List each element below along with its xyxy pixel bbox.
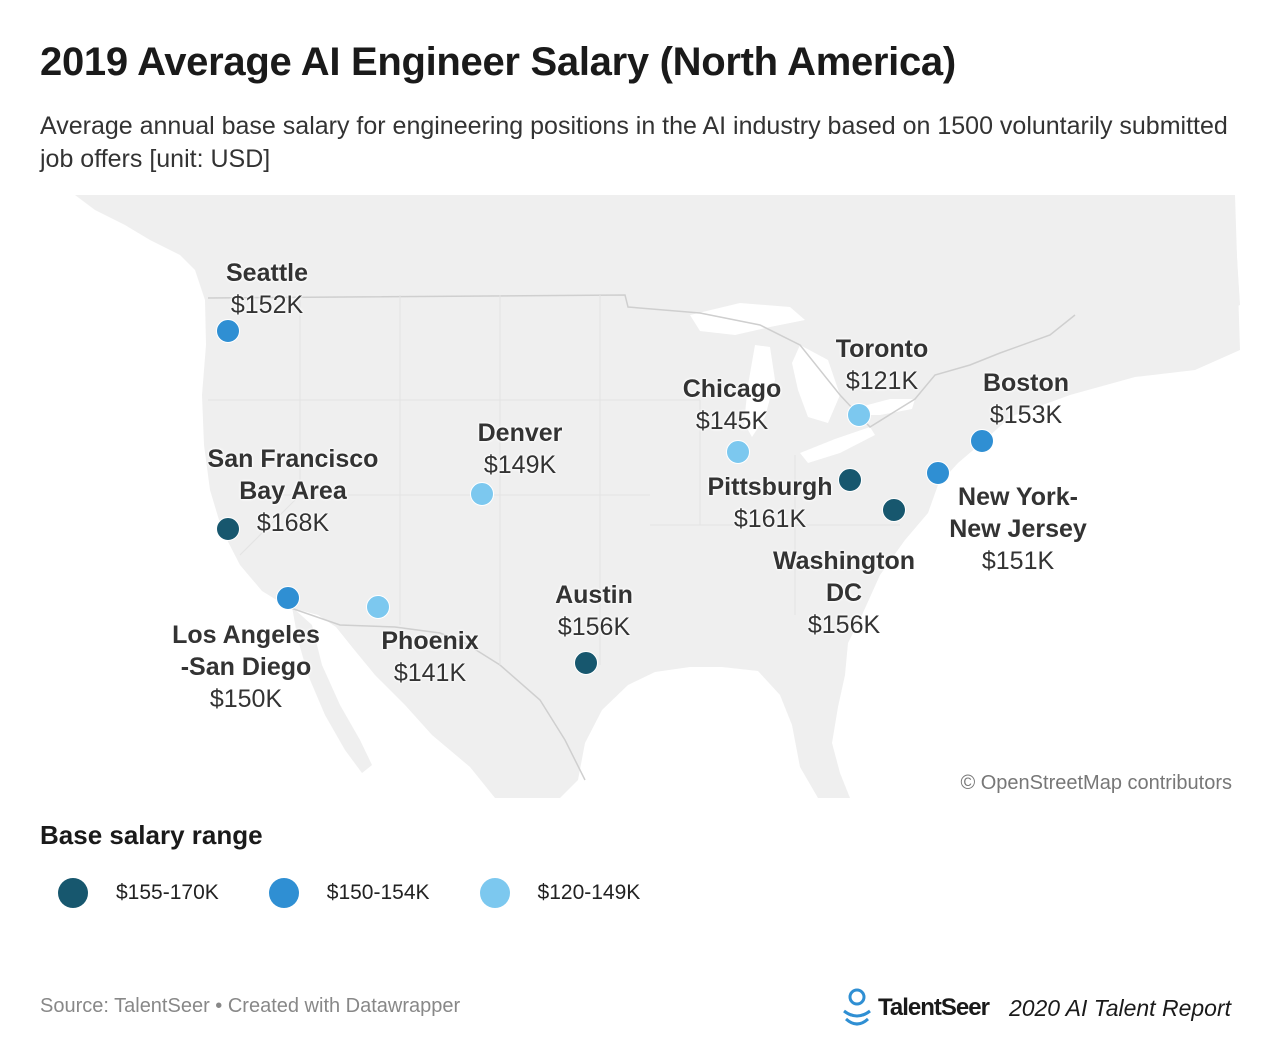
map-attribution: © OpenStreetMap contributors	[960, 772, 1232, 794]
report-name: 2020 AI Talent Report	[1008, 994, 1231, 1021]
legend-item-low: $120-149K	[479, 878, 641, 908]
city-name: New York- New Jersey	[949, 483, 1087, 543]
city-salary: $151K	[981, 547, 1055, 575]
city-salary: $161K	[733, 505, 807, 533]
map-panel[interactable]: Seattle $152K San Francisco Bay Area $168K L…	[0, 195, 1280, 800]
city-salary: $153K	[989, 401, 1063, 429]
city-label-pittsburgh: Pittsburgh $161K	[708, 471, 833, 535]
basemap	[75, 195, 1240, 798]
city-name: Chicago	[682, 375, 782, 403]
lake-huron	[792, 345, 840, 423]
city-salary: $121K	[845, 367, 919, 395]
city-name: Pittsburgh	[707, 473, 833, 501]
chart-title: 2019 Average AI Engineer Salary (North A…	[40, 40, 956, 84]
city-marker-new-york-new-jersey[interactable]	[926, 461, 950, 485]
city-marker-pittsburgh[interactable]	[838, 468, 862, 492]
city-label-seattle: Seattle $152K	[226, 257, 308, 321]
legend-label-mid: $150-154K	[326, 881, 430, 904]
lake-superior	[690, 303, 805, 335]
city-salary: $156K	[807, 611, 881, 639]
city-name: Denver	[477, 419, 563, 447]
city-label-denver: Denver $149K	[478, 417, 563, 481]
city-marker-san-francisco-bay-area[interactable]	[216, 517, 240, 541]
lake-erie	[800, 427, 875, 463]
legend-item-high: $155-170K	[58, 878, 219, 908]
city-marker-washington-dc[interactable]	[882, 498, 906, 522]
city-label-new-york-new-jersey: New York- New Jersey $151K	[949, 481, 1087, 577]
legend-label-low: $120-149K	[537, 881, 641, 904]
lake-michigan	[744, 345, 775, 437]
city-label-toronto: Toronto $121K	[836, 333, 929, 397]
gulf-of-california	[322, 625, 385, 735]
newfoundland	[1180, 225, 1240, 315]
brand-name: TalentSeer	[878, 994, 990, 1021]
legend: $155-170K $150-154K $120-149K	[58, 875, 690, 911]
city-salary: $168K	[256, 509, 330, 537]
legend-dot-high	[58, 878, 88, 908]
city-name: Phoenix	[381, 627, 479, 655]
us-mexico-border	[287, 606, 586, 781]
city-name: Washington DC	[772, 547, 916, 607]
city-marker-seattle[interactable]	[216, 319, 240, 343]
city-salary: $150K	[209, 685, 283, 713]
lake-ontario	[860, 399, 915, 415]
state-lines	[208, 295, 900, 665]
legend-dot-low	[479, 878, 510, 908]
city-label-austin: Austin $156K	[555, 579, 633, 643]
city-marker-denver[interactable]	[470, 482, 494, 506]
city-label-boston: Boston $153K	[983, 367, 1069, 431]
city-salary: $145K	[695, 407, 769, 435]
city-marker-austin[interactable]	[574, 651, 598, 675]
land-mass	[75, 195, 1240, 798]
city-label-san-francisco-bay-area: San Francisco Bay Area $168K	[208, 443, 379, 539]
city-label-chicago: Chicago $145K	[683, 373, 782, 437]
city-marker-los-angeles-san-diego[interactable]	[276, 586, 300, 610]
city-label-los-angeles-san-diego: Los Angeles -San Diego $150K	[172, 619, 320, 715]
city-label-phoenix: Phoenix $141K	[381, 625, 478, 689]
city-salary: $156K	[557, 613, 631, 641]
city-marker-boston[interactable]	[970, 429, 994, 453]
city-name: San Francisco Bay Area	[207, 445, 379, 505]
city-name: Austin	[555, 581, 633, 609]
source-note: Source: TalentSeer • Created with Datawr…	[40, 995, 461, 1017]
city-name: Los Angeles -San Diego	[172, 621, 320, 681]
city-salary: $152K	[230, 291, 304, 319]
talentseer-logo-icon	[843, 988, 871, 1026]
legend-label-high: $155-170K	[116, 881, 219, 904]
city-marker-phoenix[interactable]	[366, 595, 390, 619]
city-name: Seattle	[226, 259, 308, 287]
city-label-washington-dc: Washington DC $156K	[773, 545, 915, 641]
city-name: Boston	[982, 369, 1070, 397]
city-marker-chicago[interactable]	[726, 440, 750, 464]
city-salary: $149K	[483, 451, 557, 479]
legend-title: Base salary range	[40, 820, 263, 850]
city-salary: $141K	[393, 659, 467, 687]
city-name: Toronto	[835, 335, 929, 363]
city-marker-toronto[interactable]	[847, 403, 871, 427]
legend-dot-mid	[268, 878, 299, 908]
chart-subtitle: Average annual base salary for engineeri…	[40, 112, 1228, 173]
legend-item-mid: $150-154K	[268, 878, 430, 908]
baja-peninsula	[292, 607, 372, 773]
brand-block: TalentSeer 2020 AI Talent Report	[840, 985, 1231, 1031]
